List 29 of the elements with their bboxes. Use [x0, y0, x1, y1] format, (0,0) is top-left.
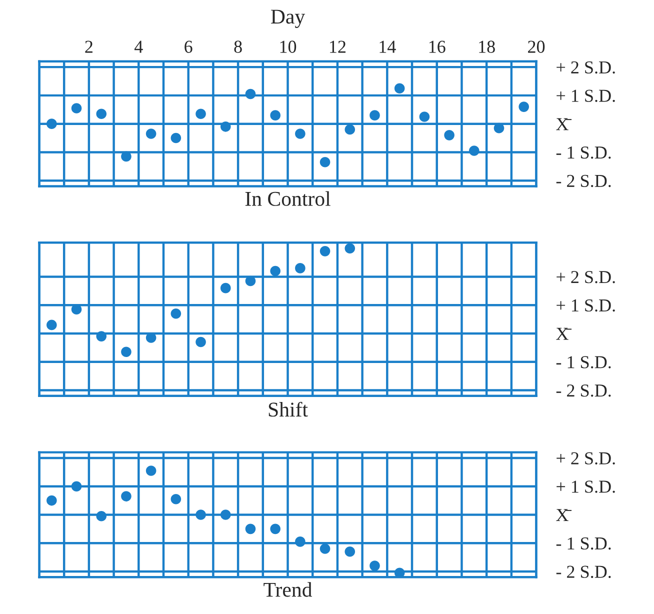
y-tick-label: X̄ — [556, 328, 572, 340]
y-tick-label: + 1 S.D. — [556, 480, 615, 493]
x-axis-title: Day — [271, 10, 306, 28]
x-tick-label: 12 — [330, 40, 346, 53]
y-tick-label: + 1 S.D. — [556, 299, 615, 312]
x-tick-label: 8 — [234, 40, 242, 53]
y-tick-label: - 2 S.D. — [556, 174, 611, 188]
y-tick-label: + 2 S.D. — [556, 271, 615, 284]
y-tick-label: - 1 S.D. — [556, 146, 611, 159]
text: In Control — [245, 191, 330, 206]
x-tick-label: 4 — [134, 40, 143, 53]
text: Shift — [268, 402, 308, 417]
y-tick-label: X̄ — [556, 118, 572, 130]
y-tick-label: - 1 S.D. — [556, 356, 611, 368]
x-tick-label: 20 — [528, 40, 545, 53]
x-tick-label: 10 — [280, 40, 296, 53]
y-tick-label: - 2 S.D. — [556, 384, 611, 397]
x-tick-label: 2 — [85, 40, 92, 53]
y-tick-label: + 1 S.D. — [556, 90, 615, 102]
x-tick-label: 18 — [479, 40, 495, 53]
y-tick-label: - 1 S.D. — [556, 537, 611, 550]
x-tick-label: 16 — [429, 40, 446, 53]
text: Trend — [264, 582, 312, 597]
x-tick-label: 6 — [184, 40, 192, 53]
y-tick-label: - 2 S.D. — [556, 566, 611, 578]
y-tick-label: X̄ — [556, 509, 572, 521]
y-tick-label: + 2 S.D. — [556, 61, 615, 74]
x-tick-label: 14 — [380, 40, 396, 53]
y-tick-label: + 2 S.D. — [556, 452, 615, 464]
